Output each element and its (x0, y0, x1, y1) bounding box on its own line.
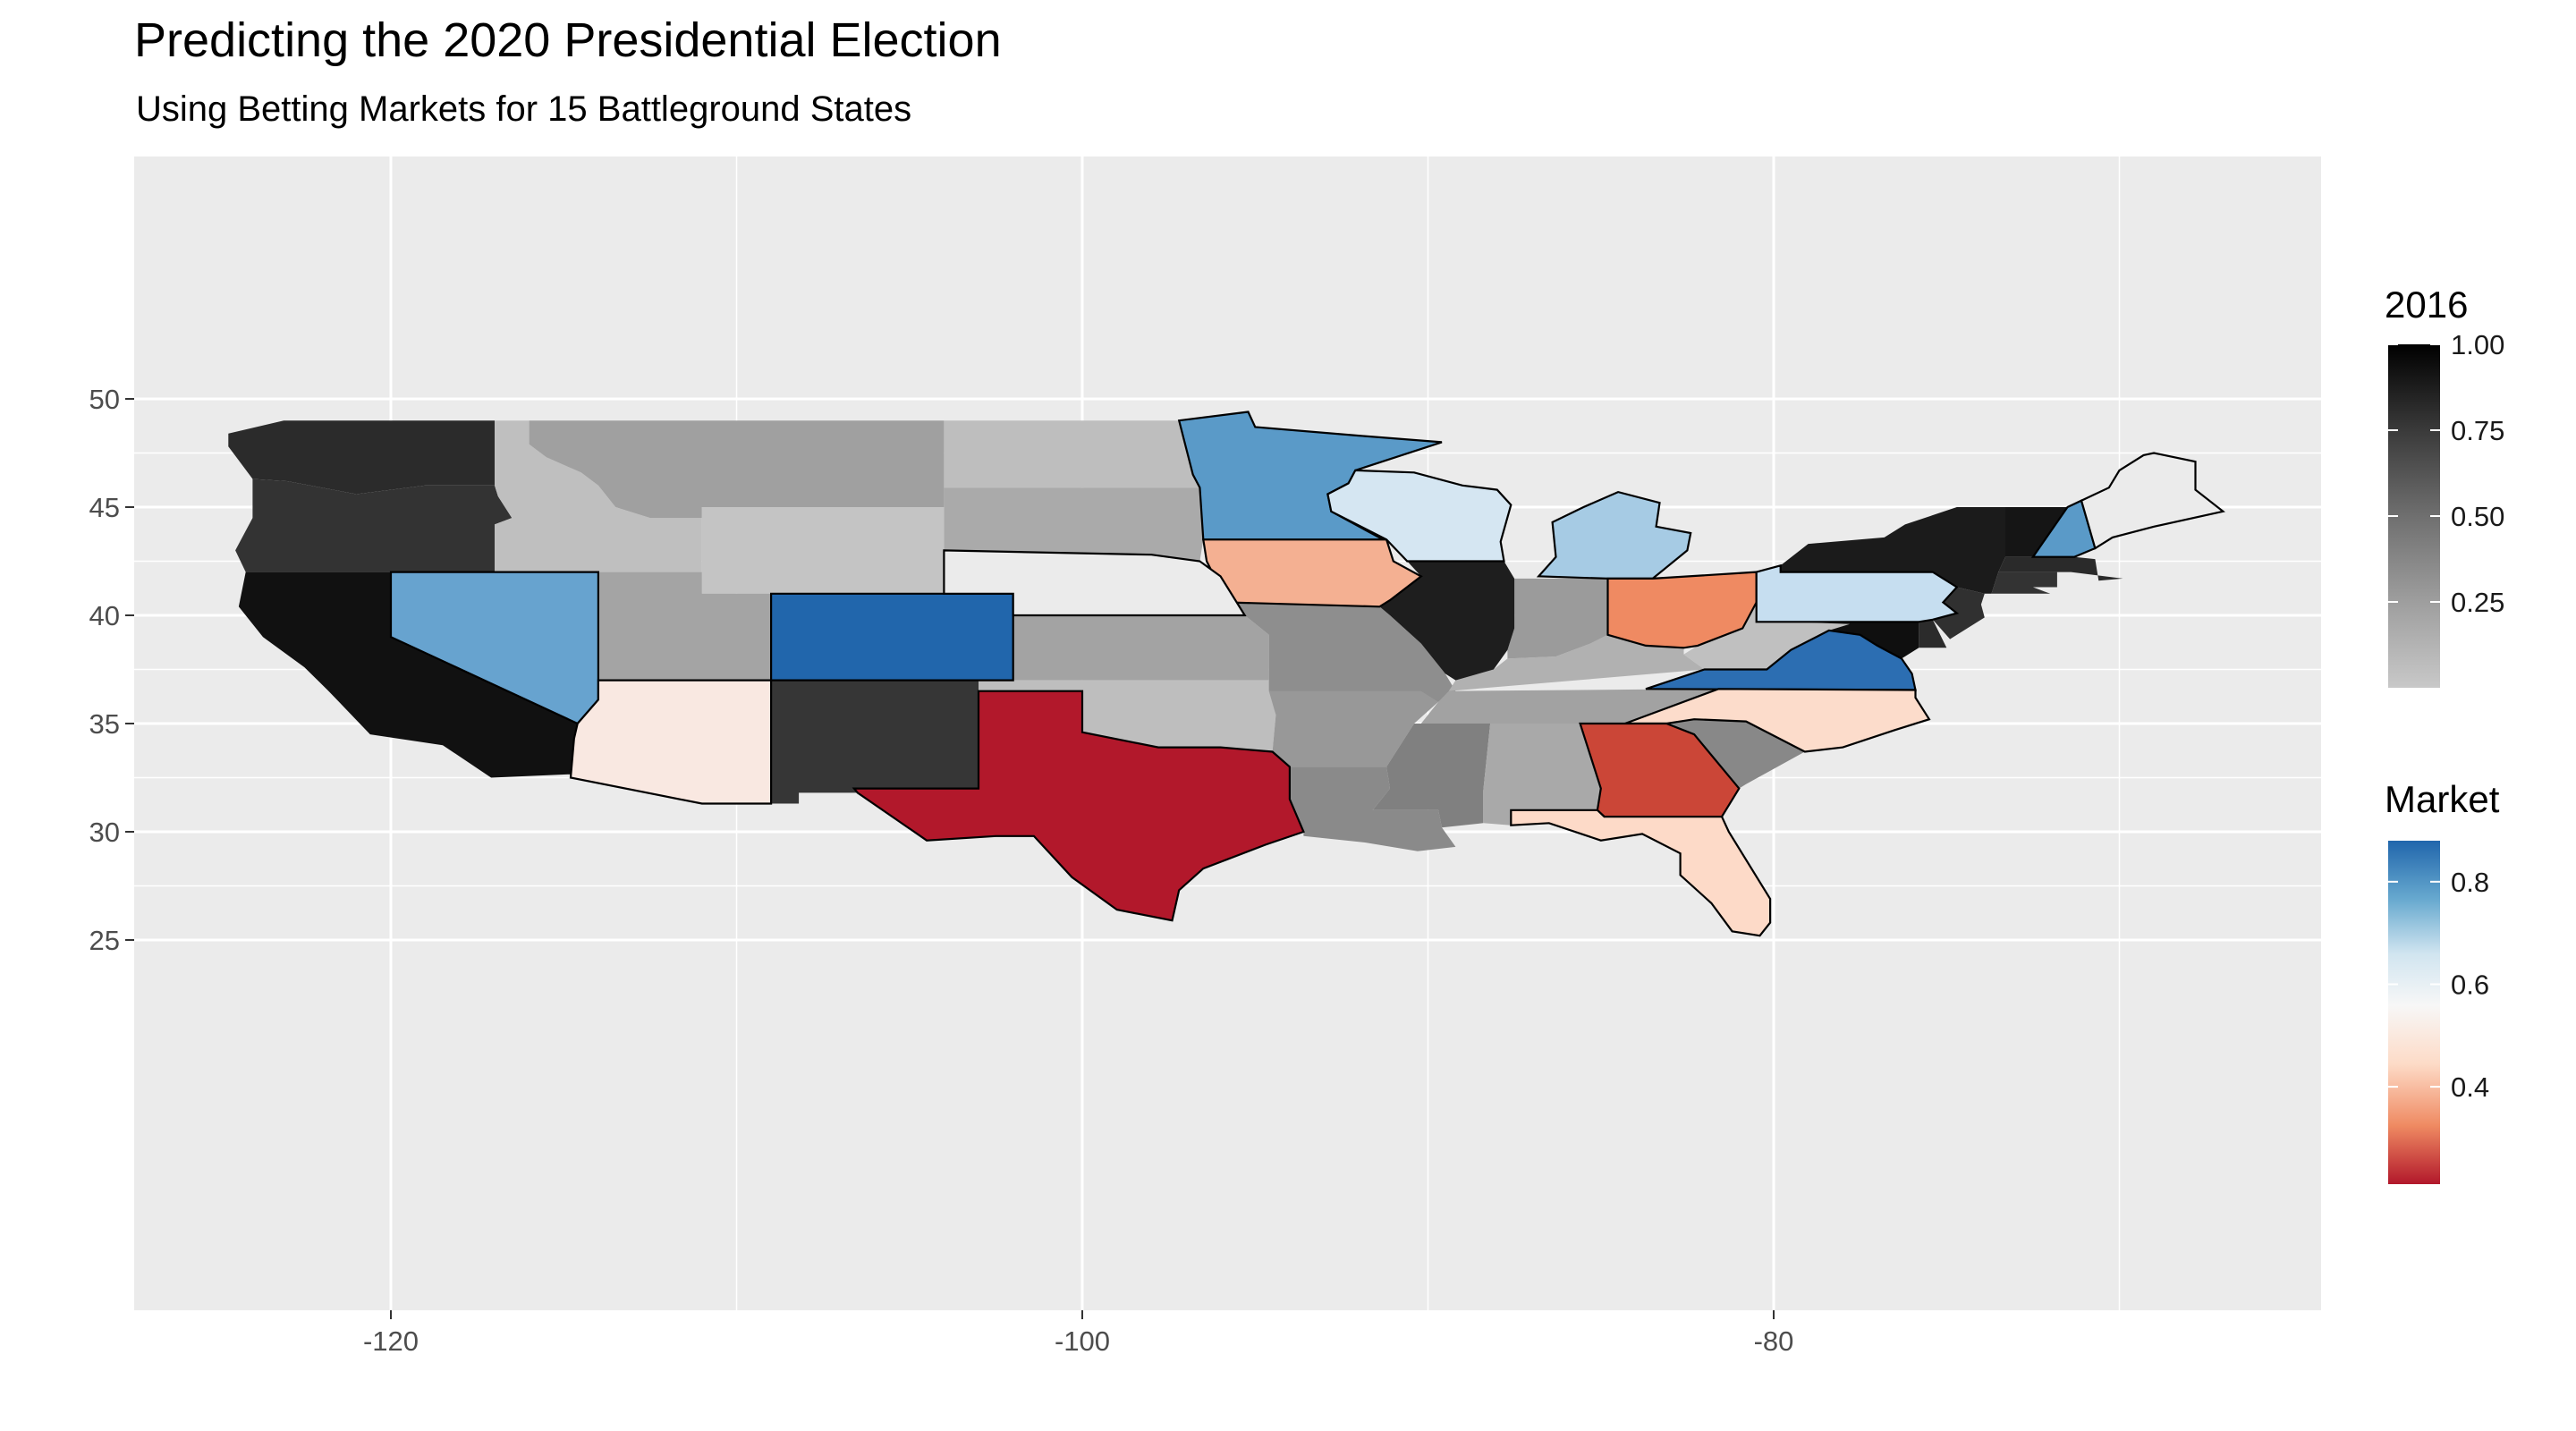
state-idaho (495, 420, 702, 572)
state-vermont (2005, 507, 2068, 557)
state-colorado (769, 592, 1014, 682)
state-michigan (1536, 490, 1692, 580)
state-massachusetts (1998, 556, 2123, 581)
chart-subtitle: Using Betting Markets for 15 Battlegroun… (136, 89, 912, 129)
state-louisiana (1289, 766, 1456, 851)
state-south-dakota (944, 487, 1204, 562)
state-maine (2080, 452, 2225, 550)
state-south-carolina (1656, 719, 1805, 789)
state-wyoming (701, 507, 945, 594)
state-new-hampshire (2030, 499, 2097, 558)
x-tick-label: -120 (363, 1325, 419, 1357)
legend-market-label: 0.8 (2451, 867, 2489, 898)
legend-market-label: 0.6 (2451, 969, 2489, 1000)
y-tick-label: 30 (89, 817, 120, 848)
state-iowa (1202, 538, 1423, 608)
y-axis: 25 30 35 40 45 50 (89, 384, 134, 956)
state-mississippi (1372, 724, 1491, 828)
state-tennessee (1420, 689, 1719, 724)
x-tick-label: -80 (1754, 1325, 1794, 1357)
state-layer (228, 411, 2225, 937)
state-oklahoma (979, 680, 1276, 752)
state-north-carolina (1624, 688, 1931, 753)
state-missouri (1227, 602, 1456, 702)
state-arizona (569, 679, 773, 805)
state-california (238, 572, 592, 778)
state-maryland (1791, 622, 1919, 659)
state-nebraska (943, 549, 1247, 617)
state-alabama (1483, 724, 1601, 826)
state-wisconsin (1326, 469, 1513, 563)
state-virginia (1645, 629, 1917, 691)
state-kansas (1013, 615, 1269, 681)
state-utah (597, 572, 772, 681)
x-axis: -120 -100 -80 (363, 1310, 1793, 1357)
state-illinois (1379, 561, 1515, 681)
state-arkansas (1268, 690, 1439, 767)
y-tick-label: 45 (89, 492, 120, 523)
legend-market-label: 0.4 (2451, 1071, 2489, 1103)
legend-market: Market 0.8 0.6 0.4 (2385, 778, 2500, 1184)
y-tick-label: 25 (89, 925, 120, 956)
state-new-mexico (771, 680, 979, 804)
legend-2016: 2016 1.00 0.75 0.50 0.25 (2385, 284, 2504, 688)
state-north-dakota (944, 420, 1200, 488)
state-west-virginia (1683, 602, 1850, 670)
legend-2016-label: 0.25 (2451, 587, 2504, 618)
state-texas (852, 690, 1305, 922)
legend-market-colorbar (2388, 841, 2440, 1184)
state-florida (1510, 809, 1772, 937)
state-kentucky (1448, 634, 1705, 691)
chart-title: Predicting the 2020 Presidential Electio… (134, 13, 1002, 67)
state-delaware (1919, 619, 1947, 648)
state-pennsylvania (1755, 563, 1960, 623)
legend-2016-label: 0.75 (2451, 415, 2504, 446)
legend-2016-label: 0.50 (2451, 501, 2504, 532)
state-connecticut (1991, 572, 2057, 594)
y-tick-label: 35 (89, 708, 120, 740)
state-montana (529, 420, 945, 519)
state-washington (228, 420, 496, 495)
y-tick-label: 50 (89, 384, 120, 415)
x-tick-label: -100 (1055, 1325, 1110, 1357)
y-tick-label: 40 (89, 600, 120, 631)
state-oregon (235, 478, 513, 572)
state-ohio (1606, 571, 1758, 649)
legend-2016-label: 1.00 (2451, 329, 2504, 360)
legend-2016-title: 2016 (2385, 284, 2468, 326)
state-indiana (1507, 578, 1608, 659)
legend-market-title: Market (2385, 778, 2500, 820)
